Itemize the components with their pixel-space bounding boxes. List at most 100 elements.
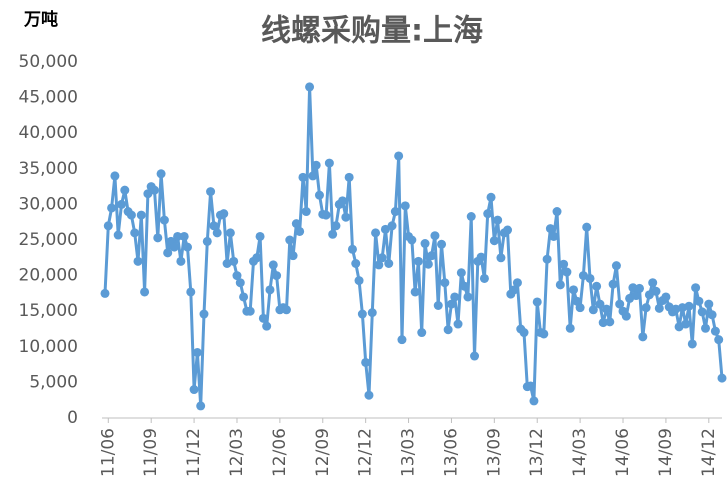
point <box>433 301 443 311</box>
point <box>450 292 460 302</box>
point <box>338 196 348 206</box>
point <box>371 228 381 238</box>
point <box>354 276 364 286</box>
point <box>245 306 255 316</box>
point <box>192 347 202 357</box>
point <box>608 279 618 289</box>
point <box>512 278 522 288</box>
point <box>559 259 569 269</box>
point <box>420 239 430 249</box>
point <box>311 160 321 170</box>
point <box>113 230 123 240</box>
x-tick-label: 14/06 <box>613 428 633 477</box>
point <box>486 192 496 202</box>
point <box>186 287 196 297</box>
x-tick-label: 12/06 <box>270 428 290 477</box>
point <box>565 323 575 333</box>
point <box>430 231 440 241</box>
y-tick-label: 5,000 <box>29 372 78 392</box>
point <box>691 283 701 293</box>
point <box>423 259 433 269</box>
x-tick-label: 12/09 <box>313 428 333 477</box>
y-tick-label: 50,000 <box>19 52 78 72</box>
point <box>357 309 367 319</box>
point <box>476 252 486 262</box>
point <box>615 299 625 309</box>
x-tick-label: 12/03 <box>227 428 247 477</box>
point <box>717 373 727 383</box>
point <box>285 235 295 245</box>
point <box>120 185 130 195</box>
x-tick-label: 11/12 <box>184 428 204 477</box>
point <box>413 256 423 266</box>
point <box>443 325 453 335</box>
point <box>509 285 519 295</box>
point <box>710 326 720 336</box>
point <box>611 261 621 271</box>
point <box>387 221 397 231</box>
point <box>704 299 714 309</box>
point <box>380 224 390 234</box>
point <box>361 357 371 367</box>
y-tick-label: 15,000 <box>19 301 78 321</box>
point <box>697 307 707 317</box>
point <box>239 292 249 302</box>
point <box>169 242 179 252</box>
x-tick-label: 13/12 <box>527 428 547 477</box>
point <box>130 228 140 238</box>
point <box>595 299 605 309</box>
y-tick-label: 10,000 <box>19 337 78 357</box>
point <box>229 256 239 266</box>
point <box>526 381 536 391</box>
point <box>103 221 113 231</box>
point <box>539 329 549 339</box>
point <box>437 239 447 249</box>
point <box>308 171 318 181</box>
point <box>351 258 361 268</box>
x-tick-label: 13/09 <box>484 428 504 477</box>
point <box>466 212 476 222</box>
point <box>110 171 120 181</box>
point <box>542 254 552 264</box>
point <box>644 290 654 300</box>
point <box>390 207 400 217</box>
point <box>489 236 499 246</box>
point <box>272 271 282 281</box>
point <box>331 221 341 231</box>
point <box>588 305 598 315</box>
y-tick-label: 40,000 <box>19 123 78 143</box>
point <box>324 158 334 168</box>
point <box>182 242 192 252</box>
point <box>532 297 542 307</box>
point <box>470 351 480 361</box>
point <box>100 288 110 298</box>
point <box>116 199 126 209</box>
point <box>519 328 529 338</box>
point <box>268 260 278 270</box>
x-tick-label: 14/12 <box>699 428 719 477</box>
point <box>529 396 539 406</box>
point <box>605 317 615 327</box>
point <box>400 201 410 211</box>
point <box>598 318 608 328</box>
point <box>631 291 641 301</box>
point <box>592 281 602 291</box>
point <box>684 301 694 311</box>
point <box>281 305 291 315</box>
point <box>384 258 394 268</box>
point <box>585 273 595 283</box>
point <box>641 303 651 313</box>
point <box>265 285 275 295</box>
point <box>232 271 242 281</box>
point <box>140 287 150 297</box>
point <box>107 203 117 213</box>
point <box>262 321 272 331</box>
point <box>176 256 186 266</box>
point <box>321 210 331 220</box>
point <box>344 172 354 182</box>
point <box>258 313 268 323</box>
point <box>707 310 717 320</box>
x-tick-label: 11/09 <box>141 428 161 477</box>
point <box>410 287 420 297</box>
y-tick-label: 45,000 <box>19 88 78 108</box>
